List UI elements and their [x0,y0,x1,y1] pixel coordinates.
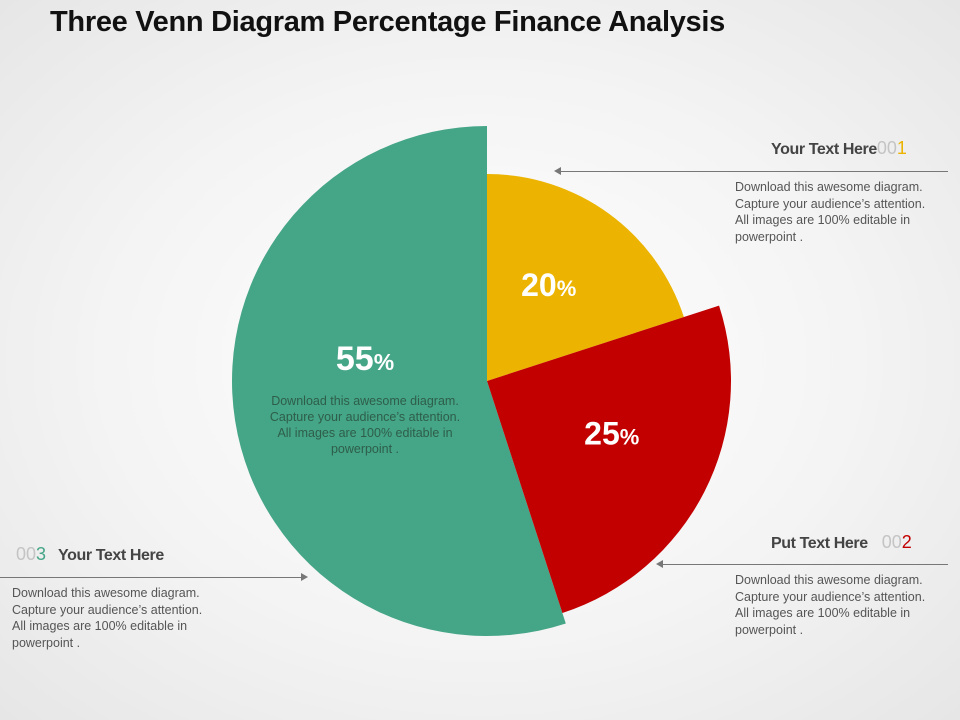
callout-desc-line: Capture your audience’s attention. [12,602,203,617]
callout-title: Your Text Here [58,547,164,564]
arrowhead-icon [554,167,561,175]
callout-desc-line: All images are 100% editable in [735,213,911,227]
callout-number-prefix: 00 [16,544,37,564]
callout-description-2: Download this awesome diagram. Capture y… [735,572,955,638]
callout-number-digit: 3 [36,544,47,564]
arrowhead-icon [301,573,308,581]
callout-number-digit: 1 [896,138,907,158]
callout-description-1: Download this awesome diagram. Capture y… [735,179,955,245]
callout-number-prefix: 00 [876,138,897,158]
callout-number: 003 [16,544,46,564]
callout-heading-3: 003 Your Text Here [16,544,164,565]
callout-arrow-1 [554,167,948,175]
callout-desc-line: Capture your audience’s attention. [735,589,926,604]
center-description: Download this awesome diagram. Capture y… [245,393,485,457]
center-desc-line: powerpoint . [330,442,400,456]
center-desc-line: All images are 100% editable in [277,426,453,440]
callout-desc-line: All images are 100% editable in [12,619,188,633]
callout-arrow-3 [0,573,308,581]
pie-label-55: 55% [336,340,394,378]
callout-number: 001 [877,138,907,158]
callout-desc-line: Capture your audience’s attention. [735,196,926,211]
callout-desc-line: powerpoint . [12,635,81,650]
callout-number-prefix: 00 [881,532,902,552]
callout-heading-1: Your Text Here001 [771,138,907,159]
callout-title: Put Text Here [771,535,868,552]
callout-title: Your Text Here [771,141,877,158]
callout-desc-line: powerpoint . [735,229,804,244]
center-desc-line: Capture your audience’s attention. [269,410,461,424]
callout-desc-line: powerpoint . [735,622,804,637]
pie-label-20: 20% [521,267,576,303]
pie-label-25: 25% [584,416,639,452]
callout-number-digit: 2 [901,532,912,552]
callout-desc-line: All images are 100% editable in [735,606,911,620]
center-desc-line: Download this awesome diagram. [271,394,459,408]
callout-heading-2: Put Text Here 002 [771,532,912,553]
callout-arrow-2 [656,560,948,568]
pie-slice-20 [487,174,684,381]
callout-number: 002 [882,532,912,552]
pie-slice-55 [231,126,566,637]
callout-desc-line: Download this awesome diagram. [735,573,923,587]
callout-desc-line: Download this awesome diagram. [12,586,200,600]
arrowhead-icon [656,560,663,568]
pie-slice-25 [487,305,731,614]
callout-description-3: Download this awesome diagram. Capture y… [12,585,242,651]
page-title: Three Venn Diagram Percentage Finance An… [50,6,725,38]
callout-desc-line: Download this awesome diagram. [735,180,923,194]
